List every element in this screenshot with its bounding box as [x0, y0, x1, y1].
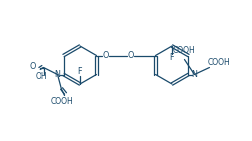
Text: O: O: [29, 62, 36, 71]
Text: F: F: [78, 68, 82, 77]
Text: O: O: [102, 51, 109, 60]
Text: OH: OH: [36, 72, 47, 81]
Text: COOH: COOH: [50, 97, 73, 106]
Text: COOH: COOH: [173, 46, 196, 55]
Text: N: N: [192, 70, 197, 79]
Text: N: N: [55, 70, 60, 79]
Text: O: O: [127, 51, 134, 60]
Text: F: F: [170, 53, 174, 62]
Text: COOH: COOH: [208, 58, 231, 67]
